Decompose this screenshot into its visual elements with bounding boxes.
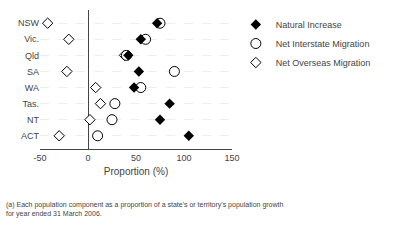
svg-text:100: 100 bbox=[176, 153, 191, 163]
svg-text:Vic.: Vic. bbox=[24, 34, 39, 44]
svg-text:NSW: NSW bbox=[18, 18, 40, 28]
svg-text:WA: WA bbox=[25, 83, 39, 93]
svg-text:Proportion (%): Proportion (%) bbox=[104, 166, 168, 177]
svg-text:Tas.: Tas. bbox=[22, 99, 39, 109]
svg-text:0: 0 bbox=[85, 153, 90, 163]
svg-text:NT: NT bbox=[27, 115, 39, 125]
svg-text:Qld: Qld bbox=[25, 51, 39, 61]
svg-text:50: 50 bbox=[131, 153, 141, 163]
svg-text:(a) Each population component: (a) Each population component as a propo… bbox=[6, 201, 283, 218]
svg-text:Natural Increase: Natural Increase bbox=[276, 20, 342, 30]
svg-text:SA: SA bbox=[27, 67, 39, 77]
svg-text:ACT: ACT bbox=[21, 131, 40, 141]
svg-text:-50: -50 bbox=[33, 153, 46, 163]
svg-text:Net Overseas Migration: Net Overseas Migration bbox=[276, 58, 371, 68]
svg-text:Net Interstate Migration: Net Interstate Migration bbox=[276, 39, 370, 49]
svg-text:150: 150 bbox=[224, 153, 239, 163]
